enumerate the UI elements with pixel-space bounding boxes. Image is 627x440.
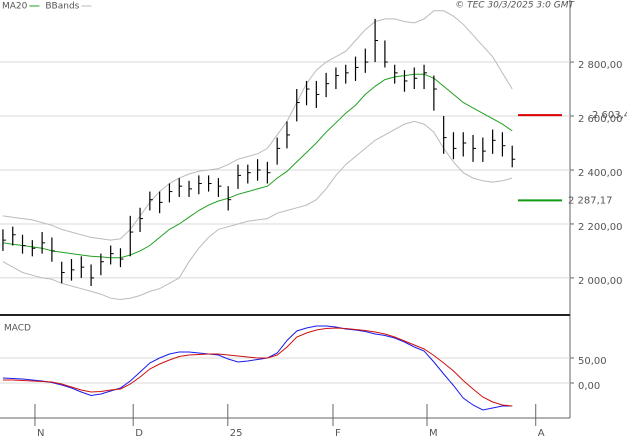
macd-title: MACD xyxy=(4,324,31,334)
y-tick-label: 2 400,00 xyxy=(578,168,623,179)
y-tick-label: 2 800,00 xyxy=(578,60,623,71)
macd-line xyxy=(2,325,513,411)
price-marker-label: 2 603,4 xyxy=(592,110,627,121)
copyright: © TEC 30/3/2025 3:0 GMT xyxy=(455,1,575,11)
x-tick-label: A xyxy=(538,428,545,439)
x-tick-label: N xyxy=(37,428,44,439)
x-tick-label: M xyxy=(429,428,438,439)
bollinger-band xyxy=(2,10,513,241)
legend-label: BBands xyxy=(45,2,79,12)
y-tick-label: 2 600,00 xyxy=(578,114,623,125)
bollinger-band xyxy=(2,120,513,301)
legend-label: MA20 xyxy=(2,2,28,12)
moving-average xyxy=(2,73,513,259)
y-tick-label: 50,00 xyxy=(578,356,607,367)
x-tick-label: 25 xyxy=(230,428,243,439)
x-tick-label: F xyxy=(335,428,341,439)
macd-line xyxy=(2,327,513,407)
y-tick-label: 0,00 xyxy=(578,381,600,392)
x-tick-label: D xyxy=(135,428,143,439)
y-tick-label: 2 200,00 xyxy=(578,222,623,233)
y-tick-label: 2 000,00 xyxy=(578,276,623,287)
price-marker-label: 2 287,17 xyxy=(568,195,613,206)
